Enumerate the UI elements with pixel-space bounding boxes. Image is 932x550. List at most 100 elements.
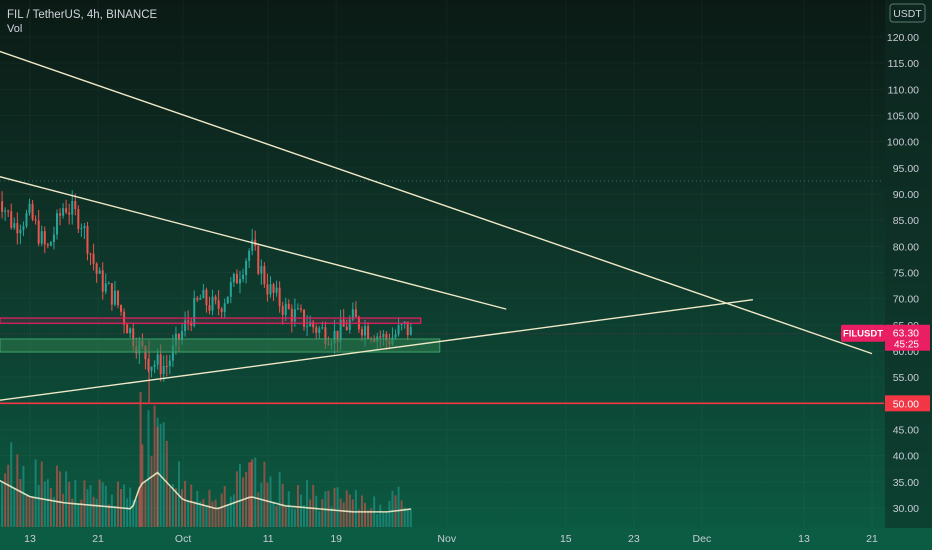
candle-body xyxy=(214,296,217,301)
time-axis-panel[interactable] xyxy=(0,528,932,550)
volume-bar xyxy=(287,491,290,527)
volume-bar xyxy=(312,484,315,527)
candle-body xyxy=(309,321,312,327)
volume-bar xyxy=(251,459,254,527)
candle-body xyxy=(306,326,309,328)
currency-button-label[interactable]: USDT xyxy=(893,8,922,20)
volume-bar xyxy=(214,499,217,527)
resistance-zone-box[interactable] xyxy=(0,317,422,324)
candle-body xyxy=(89,253,92,255)
volume-bar xyxy=(333,487,336,527)
volume-bar xyxy=(156,427,159,527)
candle-body xyxy=(34,219,37,221)
candle-body xyxy=(71,201,74,215)
volume-bar xyxy=(80,499,83,527)
candle-body xyxy=(156,354,159,365)
candle-body xyxy=(168,360,171,367)
candle-body xyxy=(162,366,165,374)
volume-bar xyxy=(208,489,211,527)
candle-body xyxy=(272,284,275,293)
candle-body xyxy=(324,327,327,344)
candle-body xyxy=(318,328,321,333)
candle-body xyxy=(354,309,357,317)
descending-resistance-trendline[interactable] xyxy=(0,176,507,310)
currency-button-frame[interactable] xyxy=(889,3,926,23)
price-tick-label: 85.00 xyxy=(893,215,919,227)
symbol-title[interactable]: FIL / TetherUS, 4h, BINANCE xyxy=(7,9,158,21)
volume-bar xyxy=(293,509,296,527)
time-tick-label: 21 xyxy=(92,533,104,545)
volume-bar xyxy=(174,488,177,527)
time-tick-label: 11 xyxy=(263,533,274,545)
volume-bar xyxy=(68,482,71,527)
candle-body xyxy=(333,330,336,344)
volume-bar xyxy=(132,499,135,527)
volume-bar xyxy=(315,495,318,527)
price-tick-label: 120.00 xyxy=(887,32,919,44)
candle-body xyxy=(385,334,388,341)
volume-bar xyxy=(196,491,199,527)
candle-body xyxy=(37,220,40,244)
volume-bar xyxy=(65,471,68,527)
candle-body xyxy=(49,242,52,246)
drawings[interactable] xyxy=(0,50,884,405)
volume-bar xyxy=(19,478,22,527)
time-tick-label: 15 xyxy=(560,533,572,545)
time-axis[interactable]: 13 21 Oct 11 19 Nov 15 23 Dec 13 21 xyxy=(24,533,878,545)
candle-body xyxy=(40,231,43,244)
price-axis-panel[interactable] xyxy=(885,0,932,528)
volume-bar xyxy=(232,494,235,527)
candle-body xyxy=(190,322,193,326)
volume-bar xyxy=(266,482,269,527)
ascending-support-trendline[interactable] xyxy=(0,299,754,401)
candle-body xyxy=(235,273,238,284)
candle-body xyxy=(339,319,342,342)
volume-bar xyxy=(165,440,168,527)
candle-body xyxy=(113,290,116,305)
price-tick-label: 75.00 xyxy=(893,268,919,280)
volume-bar xyxy=(351,499,354,527)
candle-body xyxy=(77,209,80,229)
candle-body xyxy=(202,289,205,299)
candle-body xyxy=(205,289,208,306)
volume-bar xyxy=(171,483,174,527)
volume-bar xyxy=(202,498,205,527)
candle-body xyxy=(31,203,34,220)
volume-bar xyxy=(52,497,55,527)
volume-bar xyxy=(86,489,89,527)
candle-body xyxy=(107,283,110,285)
volume-bars xyxy=(0,392,412,527)
time-tick-label: Oct xyxy=(175,533,191,545)
volume-bar xyxy=(107,504,110,527)
volume-bar xyxy=(388,500,391,527)
candle-body xyxy=(382,334,385,338)
volume-bar xyxy=(95,498,98,527)
candle-body xyxy=(397,325,400,335)
volume-bar xyxy=(126,498,129,527)
candle-body xyxy=(315,327,318,333)
volume-bar xyxy=(250,462,253,527)
support-zone-box[interactable] xyxy=(0,338,441,353)
candle-body xyxy=(312,321,315,328)
volume-bar xyxy=(4,473,7,527)
symbol-label-bg xyxy=(841,324,885,342)
candle-body xyxy=(62,208,65,216)
price-axis[interactable]: 120.00 115.00 110.00 105.00 100.00 95.00 90.00… xyxy=(887,32,919,515)
candle-body xyxy=(257,245,260,274)
candle-body xyxy=(150,366,153,371)
volume-bar xyxy=(217,507,220,527)
candle-body xyxy=(260,266,263,274)
volume-bar xyxy=(391,490,394,527)
volume-bar xyxy=(385,512,388,527)
volume-bar xyxy=(406,509,409,527)
currency-button[interactable]: USDT xyxy=(889,3,926,23)
volume-bar xyxy=(275,505,278,527)
candle-body xyxy=(321,327,324,329)
volume-indicator-label[interactable]: Vol xyxy=(7,23,22,35)
volume-bar xyxy=(113,506,116,527)
volume-bar xyxy=(379,504,382,527)
volume-bar xyxy=(199,501,202,527)
time-tick-label: 19 xyxy=(330,533,342,545)
